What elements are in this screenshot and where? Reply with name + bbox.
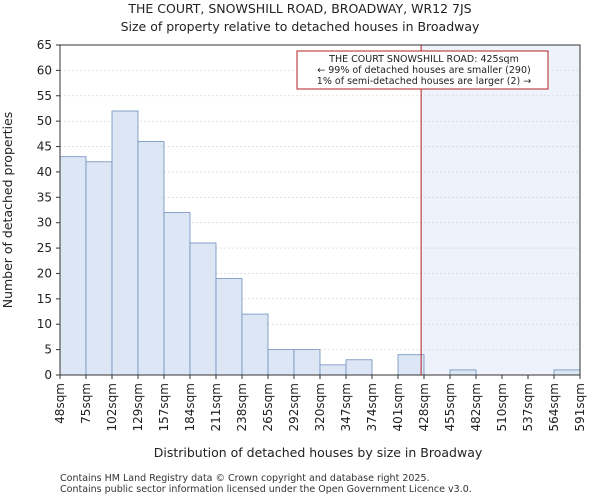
annotation-line2: ← 99% of detached houses are smaller (29… (317, 65, 530, 76)
histogram-bar (163, 212, 191, 376)
y-axis-label: Number of detached properties (0, 112, 15, 309)
chart-title-line1: THE COURT, SNOWSHILL ROAD, BROADWAY, WR1… (127, 1, 471, 16)
x-tick-label: 102sqm (105, 383, 119, 431)
y-tick-label: 30 (37, 216, 52, 230)
footer-line2: Contains public sector information licen… (60, 484, 472, 495)
histogram-bar (267, 349, 295, 376)
y-tick-label: 20 (37, 266, 52, 280)
x-axis-ticks: 48sqm 75sqm 102sqm 129sqm 157sqm 184sqm 211sqm… (53, 375, 587, 431)
annotation-line3: 1% of semi-detached houses are larger (2… (317, 76, 531, 87)
x-tick-label: 265sqm (261, 383, 275, 431)
y-axis-ticks: 0 5 10 15 20 25 30 35 40 45 50 55 60 65 (37, 38, 60, 382)
histogram-bar (397, 354, 425, 376)
x-tick-label: 320sqm (313, 383, 327, 431)
x-tick-label: 184sqm (183, 383, 197, 431)
x-tick-label: 347sqm (339, 383, 353, 431)
footer-line1: Contains HM Land Registry data © Crown c… (60, 473, 430, 484)
y-tick-label: 10 (37, 317, 52, 331)
y-tick-label: 45 (37, 140, 52, 154)
y-tick-label: 65 (37, 38, 52, 52)
x-tick-label: 374sqm (365, 383, 379, 431)
chart-title-line2: Size of property relative to detached ho… (121, 19, 480, 34)
x-tick-label: 428sqm (417, 383, 431, 431)
y-tick-label: 0 (44, 368, 52, 382)
annotation-line1: THE COURT SNOWSHILL ROAD: 425sqm (328, 54, 519, 65)
x-tick-label: 482sqm (469, 383, 483, 431)
x-tick-label: 75sqm (79, 383, 93, 424)
x-tick-label: 591sqm (573, 383, 587, 431)
x-tick-label: 564sqm (547, 383, 561, 431)
y-tick-label: 25 (37, 241, 52, 255)
y-tick-label: 35 (37, 190, 52, 204)
histogram-bar (111, 110, 139, 376)
histogram-bar (85, 161, 113, 376)
x-tick-label: 292sqm (287, 383, 301, 431)
x-tick-label: 129sqm (131, 383, 145, 431)
highlight-region (421, 45, 580, 375)
histogram-bar (345, 359, 373, 376)
y-tick-label: 55 (37, 89, 52, 103)
x-tick-label: 48sqm (53, 383, 67, 424)
histogram-bar (241, 313, 269, 376)
x-tick-label: 510sqm (495, 383, 509, 431)
x-tick-label: 401sqm (391, 383, 405, 431)
x-tick-label: 157sqm (157, 383, 171, 431)
histogram-bar (319, 364, 347, 376)
x-tick-label: 238sqm (235, 383, 249, 431)
x-axis-label: Distribution of detached houses by size … (154, 445, 483, 460)
x-tick-label: 211sqm (209, 383, 223, 431)
annotation-box (296, 50, 549, 90)
y-tick-label: 15 (37, 292, 52, 306)
y-tick-label: 50 (37, 114, 52, 128)
marker-annotation: THE COURT SNOWSHILL ROAD: 425sqm ← 99% o… (296, 50, 549, 90)
x-tick-label: 537sqm (521, 383, 535, 431)
histogram-bar (293, 349, 321, 376)
histogram-bar (449, 369, 477, 376)
x-tick-label: 455sqm (443, 383, 457, 431)
y-tick-label: 40 (37, 165, 52, 179)
histogram-bar (553, 369, 581, 376)
y-tick-label: 60 (37, 63, 52, 77)
histogram-bar (137, 141, 165, 376)
histogram-bar (189, 242, 217, 376)
histogram-bar (59, 156, 87, 376)
histogram-bar (215, 278, 243, 376)
y-tick-label: 5 (44, 343, 52, 357)
